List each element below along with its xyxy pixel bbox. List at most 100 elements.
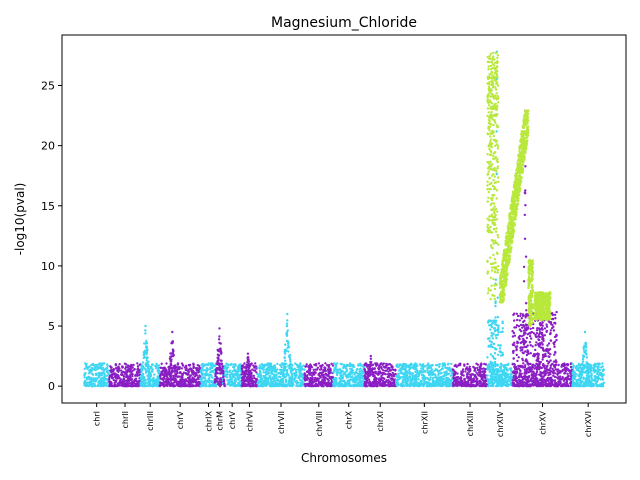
data-point [150,379,154,382]
data-point [396,373,400,376]
data-point [282,372,285,375]
data-point [441,367,444,370]
data-point [218,335,221,338]
data-point [470,380,473,384]
data-point [141,361,145,364]
data-point [201,384,204,387]
data-point [496,315,500,319]
data-point [249,376,253,379]
data-point [126,368,130,372]
data-point [124,372,128,376]
data-point [422,376,425,379]
data-point [118,367,121,370]
data-point [572,369,575,372]
data-point [373,380,377,384]
data-point [584,379,587,383]
data-point [577,362,581,366]
data-point [529,378,533,381]
data-point [567,374,570,378]
data-point [446,383,450,386]
data-point [505,384,508,387]
data-point [446,373,449,376]
data-point [406,377,409,381]
data-point [247,384,251,387]
data-point [295,380,299,383]
data-point [574,375,577,378]
data-point [189,381,192,384]
data-point [217,338,221,341]
data-point [99,364,103,368]
data-point [314,368,317,371]
data-point [262,371,265,374]
data-point [473,369,476,372]
data-point [327,369,331,373]
data-point [110,368,113,371]
data-point [170,369,174,373]
data-point [124,379,127,382]
data-point [101,366,105,370]
data-point [286,373,289,377]
data-point [463,363,466,366]
data-point [524,370,527,373]
data-point [90,378,93,381]
data-point [279,375,282,379]
data-point [309,368,312,371]
data-point [108,376,111,379]
data-point [188,364,191,367]
data-point [131,375,134,378]
data-point [573,383,577,387]
data-point [409,384,412,387]
data-point [361,376,364,379]
data-point [335,371,338,375]
data-point [165,371,168,374]
data-point [96,384,99,388]
data-point [188,377,191,381]
data-point [282,362,286,365]
data-point [146,349,149,352]
data-point [475,371,478,374]
data-point [197,384,201,387]
data-point [345,382,348,385]
data-point [219,347,222,350]
data-point [223,384,226,388]
data-point [103,376,107,379]
data-point [480,367,484,370]
data-point [146,361,150,364]
data-point [559,384,563,388]
data-point [256,375,260,378]
data-point [207,373,211,377]
data-point [443,371,446,374]
data-point [392,368,395,371]
data-point [591,384,595,387]
data-point [358,373,361,376]
data-point [601,384,604,388]
data-point [566,372,569,375]
data-point [151,370,154,373]
data-point [532,371,536,375]
data-point [404,367,407,370]
data-point [439,372,442,375]
data-point [173,384,176,388]
data-point [214,378,217,381]
data-point [421,371,425,374]
data-point [162,380,166,384]
data-point [246,356,250,359]
data-point [593,378,597,381]
data-point [279,372,283,376]
data-point [306,370,309,373]
data-point [290,380,294,384]
data-point [266,377,270,381]
data-point [436,364,439,367]
data-point [260,363,263,366]
data-point [152,381,156,384]
data-point [550,382,553,386]
data-point [281,384,284,387]
data-point [342,372,345,376]
data-point [454,363,457,367]
data-point [477,371,481,374]
data-point [240,367,244,370]
data-point [96,364,99,367]
data-point [491,366,495,369]
data-point [112,370,115,373]
data-point [219,351,223,354]
